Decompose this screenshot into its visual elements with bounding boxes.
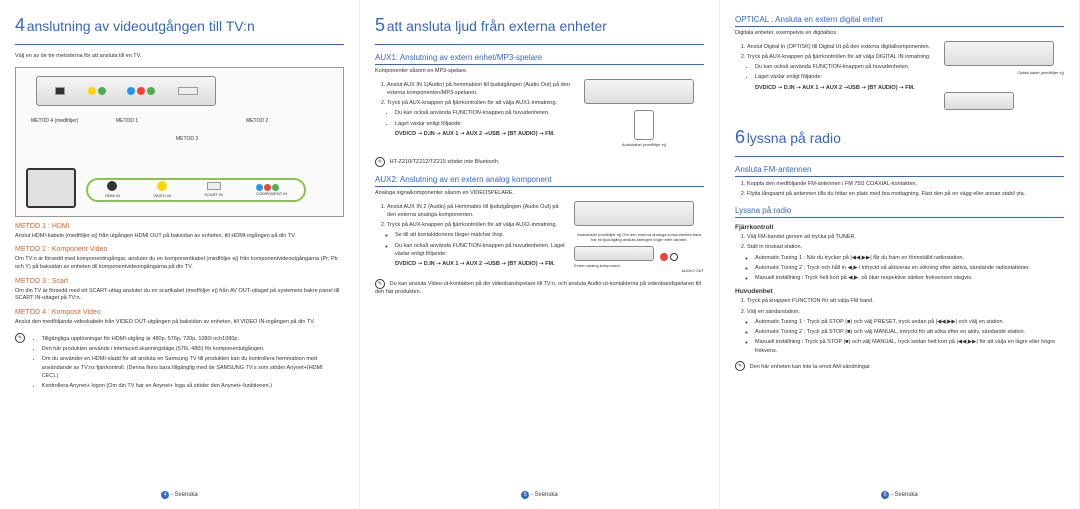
aux2-step2: Tryck på AUX-knappen på fjärrkontrollen … bbox=[387, 222, 557, 228]
footer-num: 5 bbox=[521, 491, 529, 499]
fjarr-step1: Välj FM-bandet genom att trycka på TUNER… bbox=[747, 233, 1064, 241]
ant-step1: Koppla den medföljande FM-antennen i FM … bbox=[747, 180, 1064, 188]
aux2-bullet: Se till att kontaktdonens färger matchar… bbox=[395, 231, 568, 239]
fjarr-tune2: Automatic Tuning 2 : Tryck och håll in ◀… bbox=[755, 264, 1064, 272]
huvud-step1: Tryck på knappen FUNCTION för att välja … bbox=[747, 297, 1064, 305]
section-num: 5 bbox=[375, 15, 385, 35]
method2-body: Om TV:n är försedd med komponentingångar… bbox=[15, 256, 344, 271]
aux2-row: Anslut AUX IN 2 (Audio) på Hemmabio till… bbox=[375, 201, 704, 273]
section-title: att ansluta ljud från externa enheter bbox=[387, 18, 607, 34]
section-header-6: 6 lyssna på radio bbox=[735, 127, 1064, 157]
note1: HT-Z210/TZ212/TZ215 stöder inte Bluetoot… bbox=[390, 159, 500, 165]
fjarr-step2: Ställ in önskad station. bbox=[747, 244, 802, 250]
optical-bullet: Du kan också använda FUNCTION-knappen på… bbox=[755, 63, 938, 71]
notes-block: ✎ Tillgängliga upplösningar för HDMI-utg… bbox=[15, 333, 344, 393]
footer-4: 4 - Svenska bbox=[0, 491, 359, 499]
method3-title: METOD 3 : Scart bbox=[15, 278, 344, 285]
optical-step1: Anslut Digital In (OPTISK) till Digital … bbox=[747, 43, 938, 51]
footer-text: - Svenska bbox=[531, 492, 558, 498]
optical-title: OPTICAL : Ansluta en extern digital enhe… bbox=[735, 15, 1064, 27]
page-4: 4 anslutning av videoutgången till TV:n … bbox=[0, 0, 360, 509]
label-metod4: METOD 4 (medföljer) bbox=[31, 118, 78, 124]
label-metod1: METOD 1 bbox=[116, 118, 138, 124]
header-line bbox=[735, 156, 1064, 157]
antenna-title: Ansluta FM-antennen bbox=[735, 165, 1064, 177]
fjarr-tune1: Automatic Tuning 1 : När du trycker på |… bbox=[755, 254, 1064, 262]
optical-sub: Digitala enheter, exempelvis en digitalb… bbox=[735, 30, 1064, 38]
note3: Den här enheten kan inte ta emot AM-sänd… bbox=[750, 364, 871, 370]
tv-icon bbox=[26, 168, 76, 210]
section-title: anslutning av videoutgången till TV:n bbox=[27, 18, 255, 34]
huvud-tune1: Automatic Tuning 1 : Tryck på STOP (■) o… bbox=[755, 318, 1064, 326]
aux2-seq: DVD/CD ➝ D.IN ➝ AUX 1 ➝ AUX 2 ➝USB ➝ (BT… bbox=[387, 261, 568, 269]
huvud-tune2: Automatic Tuning 2 : Tryck på STOP (■) o… bbox=[755, 328, 1064, 336]
aux1-diagram: Audiokabel (medföljer ej) bbox=[584, 79, 704, 151]
note-item: Kontrollera Anynet+ logon (Om din TV har… bbox=[42, 382, 330, 390]
method3-body: Om din TV är försedd med ett SCART-uttag… bbox=[15, 288, 344, 303]
footer-6: 6 - Svenska bbox=[720, 491, 1079, 499]
note-item: Den här produkten används i interlaced s… bbox=[42, 345, 330, 353]
aux2-diagram: Audiokabel (medföljer ej) Om den externa… bbox=[574, 201, 704, 273]
aux2-step1: Anslut AUX IN 2 (Audio) på Hemmabio till… bbox=[387, 203, 568, 220]
aux1-sub: Komponenter såsom en MP3-spelare. bbox=[375, 68, 704, 76]
optical-seq: DVD/CD ➝ D.IN ➝ AUX 1 ➝ AUX 2 ➝USB ➝ (BT… bbox=[735, 85, 938, 93]
fjarr-title: Fjärrkontroll bbox=[735, 224, 1064, 231]
intro-text: Välj en av de tre metoderna för att ansl… bbox=[15, 53, 344, 61]
header-line bbox=[15, 44, 344, 45]
aux2-bullet: Du kan också använda FUNCTION-knappen på… bbox=[395, 242, 568, 259]
note-icon: ✎ bbox=[15, 333, 25, 343]
section-header-5: 5 att ansluta ljud från externa enheter bbox=[375, 15, 704, 45]
header-line bbox=[375, 44, 704, 45]
optical-diagram: Optisk kabel (medföljer ej) bbox=[944, 41, 1064, 112]
note-item: Om du använder en HDMI-sladd för att ans… bbox=[42, 355, 330, 380]
label-metod3: METOD 3 bbox=[176, 136, 198, 142]
note3-block: ✎ Den här enheten kan inte ta emot AM-sä… bbox=[735, 361, 1064, 371]
method4-title: METOD 4 : Komposit Video bbox=[15, 309, 344, 316]
optical-bullet: Läget växlar enligt följande: bbox=[755, 73, 938, 81]
note-icon: ✎ bbox=[375, 157, 385, 167]
aux2-sub: Analoga signalkomponenter såsom en VIDEO… bbox=[375, 190, 704, 198]
label-metod2: METOD 2 bbox=[246, 118, 268, 124]
aux1-step2: Tryck på AUX-knappen på fjärrkontrollen … bbox=[387, 99, 578, 107]
aux1-bullet: Du kan också använda FUNCTION-knappen på… bbox=[395, 109, 578, 117]
method2-title: METOD 2 : Komponent Video bbox=[15, 246, 344, 253]
optical-row: Anslut Digital In (OPTISK) till Digital … bbox=[735, 41, 1064, 112]
huvud-tune3: Manuell inställning : Tryck på STOP (■) … bbox=[755, 338, 1064, 355]
method1-title: METOD 1 : HDMI bbox=[15, 223, 344, 230]
huvud-step2: Välj en sändarstation. bbox=[747, 309, 800, 315]
section-num: 4 bbox=[15, 15, 25, 35]
footer-num: 4 bbox=[161, 491, 169, 499]
note-item: Tillgängliga upplösningar för HDMI-utgån… bbox=[42, 335, 330, 343]
aux1-row: Anslut AUX IN 1(Audio) på hemmabion till… bbox=[375, 79, 704, 151]
huvud-title: Huvudenhet bbox=[735, 288, 1064, 295]
ant-step2: Flytta långsamt på antennen tills du hit… bbox=[747, 190, 1064, 198]
connection-diagram: METOD 4 (medföljer) METOD 1 METOD 2 METO… bbox=[15, 67, 344, 217]
footer-5: 5 - Svenska bbox=[360, 491, 719, 499]
footer-text: - Svenska bbox=[171, 492, 198, 498]
method1-body: Anslut HDMI-kabeln (medföljer ej) från u… bbox=[15, 233, 344, 241]
note-icon: ✎ bbox=[375, 279, 385, 289]
note2: Du kan ansluta Video-ut-kontakten på din… bbox=[375, 281, 701, 295]
aux1-seq: DVD/CD ➝ D.IN ➝ AUX 1 ➝ AUX 2 ➝USB ➝ (BT… bbox=[375, 131, 578, 139]
footer-num: 6 bbox=[881, 491, 889, 499]
note-icon: ✎ bbox=[735, 361, 745, 371]
aux2-title: AUX2: Anslutning av en extern analog kom… bbox=[375, 175, 704, 187]
section-num: 6 bbox=[735, 127, 745, 147]
device-main bbox=[36, 76, 216, 106]
note1-block: ✎ HT-Z210/TZ212/TZ215 stöder inte Blueto… bbox=[375, 157, 704, 167]
fjarr-tune3: Manuell inställning : Tryck helt kort på… bbox=[755, 274, 1064, 282]
page-5: 5 att ansluta ljud från externa enheter … bbox=[360, 0, 720, 509]
method4-body: Anslut den medföljande videokabeln från … bbox=[15, 319, 344, 327]
tv-ports-bar: HDMI IN VIDEO IN SCART IN COMPONENT IN bbox=[86, 178, 306, 202]
section-title: lyssna på radio bbox=[747, 130, 841, 146]
footer-text: - Svenska bbox=[891, 492, 918, 498]
aux1-title: AUX1: Anslutning av extern enhet/MP3-spe… bbox=[375, 53, 704, 65]
page-6: OPTICAL : Ansluta en extern digital enhe… bbox=[720, 0, 1080, 509]
section-header-4: 4 anslutning av videoutgången till TV:n bbox=[15, 15, 344, 45]
aux1-bullet: Läget växlar enligt följande: bbox=[395, 120, 578, 128]
optical-step2: Tryck på AUX-knappen på fjärrkontrollen … bbox=[747, 53, 938, 61]
aux1-step1: Anslut AUX IN 1(Audio) på hemmabion till… bbox=[387, 81, 578, 98]
lyssna-title: Lyssna på radio bbox=[735, 206, 1064, 218]
note2-block: ✎ Du kan ansluta Video-ut-kontakten på d… bbox=[375, 279, 704, 297]
